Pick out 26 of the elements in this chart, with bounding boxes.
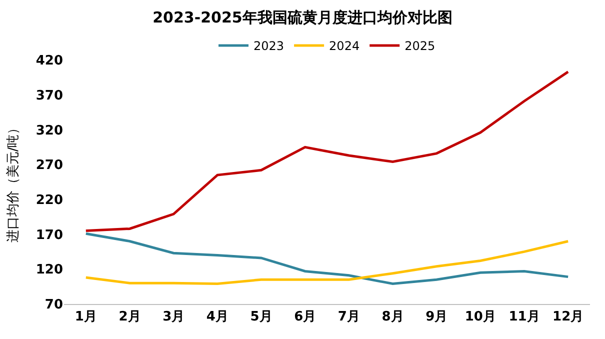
x-tick-label: 8月	[382, 310, 404, 325]
y-tick-label: 420	[36, 54, 63, 69]
x-tick-label: 4月	[206, 310, 228, 325]
legend-label: 2025	[404, 39, 436, 54]
y-tick-label: 370	[36, 88, 63, 104]
x-tick-label: 5月	[250, 310, 272, 325]
y-tick-label: 320	[36, 123, 63, 138]
x-tick-label: 6月	[294, 310, 316, 325]
x-tick-label: 7月	[338, 310, 360, 325]
x-tick-label: 9月	[426, 310, 448, 325]
x-tick-label: 3月	[162, 310, 185, 325]
x-tick-label: 12月	[552, 310, 584, 325]
legend-label: 2023	[254, 39, 284, 54]
y-tick-label: 170	[36, 228, 63, 243]
y-tick-label: 70	[44, 298, 63, 313]
x-tick-label: 1月	[74, 310, 97, 325]
legend-label: 2024	[329, 39, 360, 54]
line-series	[84, 70, 570, 232]
y-tick-label: 270	[36, 158, 63, 174]
y-tick-label: 120	[36, 262, 63, 278]
chart-title: 2023-2025年我国硫黄月度进口均价对比图	[152, 8, 452, 26]
y-axis-title: 进口均价（美元/吨）	[4, 121, 21, 243]
x-tick-label: 10月	[464, 310, 496, 325]
x-tick-label: 11月	[508, 310, 540, 325]
x-tick-label: 2月	[118, 310, 141, 325]
y-tick-label: 220	[36, 192, 63, 208]
